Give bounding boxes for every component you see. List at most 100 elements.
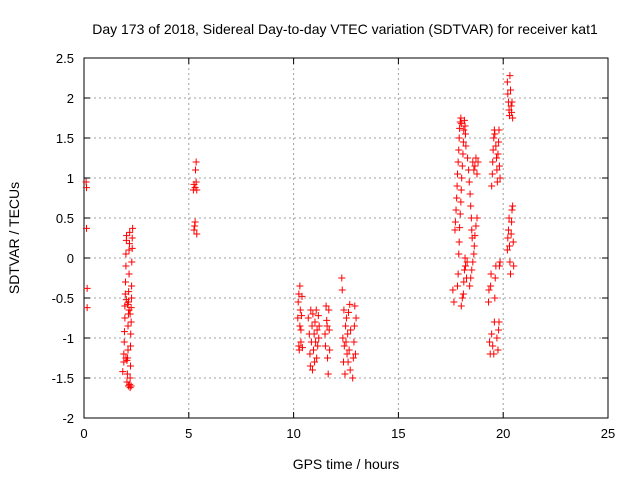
data-point (190, 226, 198, 234)
data-point (313, 326, 321, 334)
data-point (315, 322, 323, 330)
y-tick-label: 1.5 (56, 131, 74, 146)
data-point (342, 338, 350, 346)
data-point (458, 174, 466, 182)
data-point (495, 262, 503, 270)
data-point (495, 138, 503, 146)
data-point (507, 270, 515, 278)
data-point (122, 250, 130, 258)
data-point (326, 346, 334, 354)
data-point (346, 300, 354, 308)
data-point (126, 228, 134, 236)
data-point (505, 242, 513, 250)
data-point (298, 292, 306, 300)
data-point (503, 246, 511, 254)
axis-ticks: 0 5 10 15 20 25 -2 -1.5 -1 -0.5 0 0.5 1 1.5 2 2.5 (52, 51, 616, 441)
data-point (510, 262, 518, 270)
data-point (123, 356, 131, 364)
data-point (487, 270, 495, 278)
data-point (473, 214, 481, 222)
data-point (471, 232, 479, 240)
data-point (308, 322, 316, 330)
plot-frame (83, 57, 609, 419)
data-point (485, 286, 493, 294)
data-point (507, 102, 515, 110)
data-point (127, 342, 135, 350)
data-point (314, 342, 322, 350)
data-point (193, 230, 201, 238)
y-axis-label: SDTVAR / TECUs (6, 182, 22, 294)
data-point (459, 150, 467, 158)
data-point (494, 150, 502, 158)
data-point (123, 370, 131, 378)
data-point (461, 254, 469, 262)
data-point (505, 214, 513, 222)
data-point (127, 382, 135, 390)
data-point (127, 330, 135, 338)
data-point (490, 350, 498, 358)
data-point (298, 344, 306, 352)
data-point (350, 338, 358, 346)
data-point (495, 126, 503, 134)
data-point (455, 146, 463, 154)
data-point (468, 266, 476, 274)
data-point (314, 312, 322, 320)
data-point (128, 234, 136, 242)
data-point (294, 314, 302, 322)
data-point (310, 346, 318, 354)
data-point (456, 118, 464, 126)
data-point (485, 298, 493, 306)
grid-lines (84, 58, 608, 418)
data-point (338, 274, 346, 282)
data-point (504, 226, 512, 234)
data-point (468, 226, 476, 234)
data-point (193, 186, 201, 194)
data-point (506, 258, 514, 266)
data-point (470, 242, 478, 250)
data-point (493, 334, 501, 342)
data-point (508, 108, 516, 116)
data-point (125, 246, 133, 254)
data-point (507, 86, 515, 94)
data-point (491, 130, 499, 138)
data-point (450, 298, 458, 306)
y-tick-label: 0 (67, 251, 74, 266)
data-point (489, 342, 497, 350)
data-point (296, 282, 304, 290)
chart-title: Day 173 of 2018, Sidereal Day-to-day VTE… (92, 21, 598, 37)
data-point (127, 362, 135, 370)
data-point (352, 314, 360, 322)
data-point (83, 224, 91, 232)
y-tick-label: -1 (62, 331, 74, 346)
data-point (122, 278, 130, 286)
data-point (83, 304, 91, 312)
data-point (474, 158, 482, 166)
y-tick-label: 2.5 (56, 51, 74, 66)
data-point (451, 226, 459, 234)
data-point (120, 358, 128, 366)
data-point (491, 294, 499, 302)
data-point (455, 250, 463, 258)
data-point (466, 282, 474, 290)
data-point (504, 234, 512, 242)
data-point (315, 334, 323, 342)
data-point (454, 282, 462, 290)
x-tick-label: 0 (80, 426, 87, 441)
data-point (460, 278, 468, 286)
data-point (122, 296, 130, 304)
data-point (123, 232, 131, 240)
data-point (349, 354, 357, 362)
data-point (124, 322, 132, 330)
x-tick-label: 5 (185, 426, 192, 441)
x-tick-label: 20 (496, 426, 510, 441)
data-point (346, 366, 354, 374)
data-point (350, 322, 358, 330)
x-axis-label: GPS time / hours (293, 456, 400, 472)
data-point (124, 300, 132, 308)
data-point (312, 306, 320, 314)
data-point (509, 114, 517, 122)
data-points (82, 72, 518, 392)
data-point (473, 170, 481, 178)
data-point (192, 158, 200, 166)
data-point (503, 78, 511, 86)
